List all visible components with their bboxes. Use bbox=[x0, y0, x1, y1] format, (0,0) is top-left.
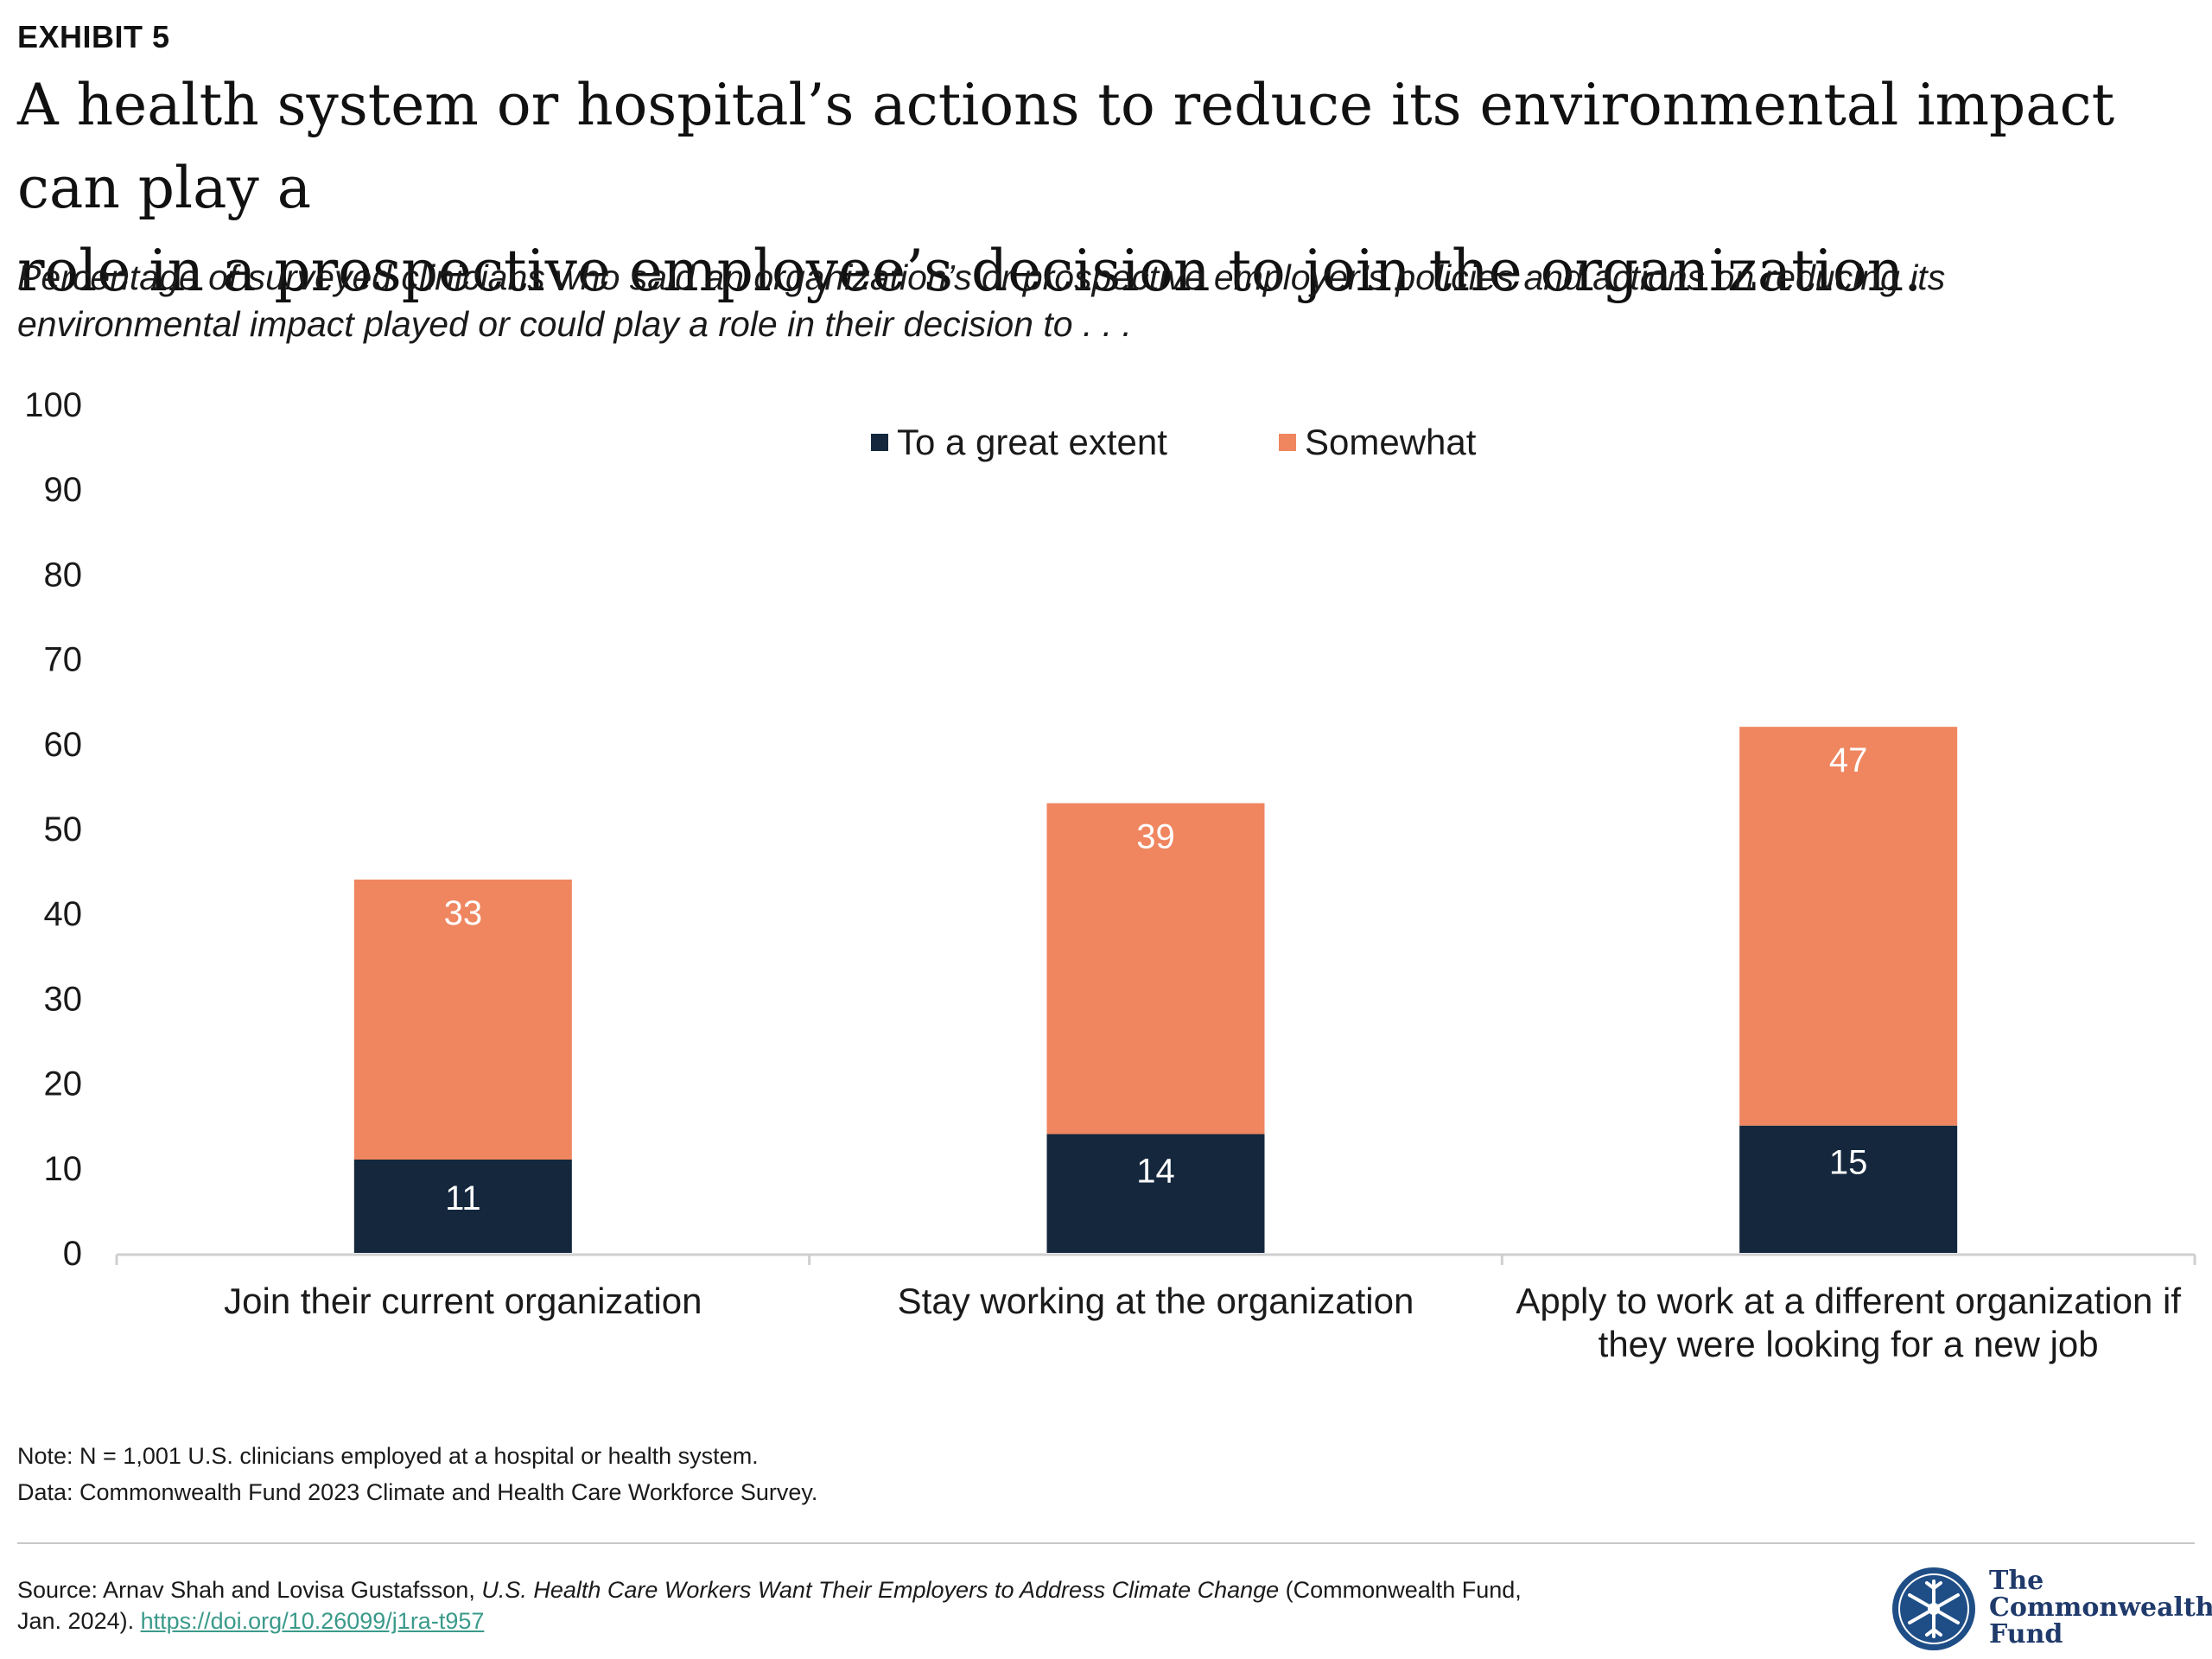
source-prefix: Source: Arnav Shah and Lovisa Gustafsson… bbox=[17, 1577, 482, 1603]
y-tick-label: 40 bbox=[44, 895, 83, 933]
bar-somewhat bbox=[1739, 727, 1958, 1126]
snowflake-seal-icon bbox=[1892, 1567, 1975, 1650]
x-category-label: Apply to work at a different organizatio… bbox=[1516, 1281, 2181, 1321]
y-tick-label: 100 bbox=[24, 386, 82, 424]
chart-data-source: Data: Commonwealth Fund 2023 Climate and… bbox=[17, 1479, 818, 1505]
bar-value-label: 33 bbox=[444, 894, 483, 932]
y-tick-label: 90 bbox=[44, 471, 83, 509]
source-citation: Source: Arnav Shah and Lovisa Gustafsson… bbox=[17, 1574, 1659, 1637]
bar-value-label: 47 bbox=[1829, 741, 1868, 779]
y-tick-label: 70 bbox=[44, 641, 83, 679]
bar-to-a-great-extent bbox=[1046, 1134, 1265, 1253]
y-tick-label: 30 bbox=[44, 980, 83, 1018]
footer-divider bbox=[17, 1542, 2195, 1544]
y-tick-label: 60 bbox=[44, 726, 83, 764]
chart-title: A health system or hospital’s actions to… bbox=[17, 64, 2177, 313]
bar-to-a-great-extent bbox=[353, 1159, 572, 1253]
chart-subtitle: Percentage of surveyed clinicians who sa… bbox=[17, 254, 2143, 347]
y-tick-label: 50 bbox=[44, 810, 83, 849]
stacked-bar-chart: 0 10 20 30 40 50 60 70 80 90 100 11 33 Join their cur… bbox=[24, 386, 2196, 1364]
chart-title-line-2: role in a prospective employee’s decisio… bbox=[17, 238, 1923, 304]
source-report-title: U.S. Health Care Workers Want Their Empl… bbox=[481, 1577, 1280, 1603]
bar-value-label: 14 bbox=[1136, 1153, 1175, 1191]
y-tick-label: 10 bbox=[44, 1150, 83, 1188]
bar-somewhat bbox=[353, 879, 572, 1160]
bar-somewhat bbox=[1046, 803, 1265, 1135]
legend-somewhat-swatch bbox=[1279, 434, 1296, 451]
logo-wordmark: The Commonwealth Fund bbox=[1989, 1567, 2212, 1648]
y-tick-label: 80 bbox=[44, 556, 83, 594]
commonwealth-fund-logo: The Commonwealth Fund bbox=[1891, 1566, 2212, 1652]
x-category-label: they were looking for a new job bbox=[1599, 1324, 2099, 1364]
y-tick-label: 0 bbox=[63, 1235, 82, 1273]
x-category-label: Stay working at the organization bbox=[898, 1281, 1414, 1321]
exhibit-label: EXHIBIT 5 bbox=[17, 19, 170, 54]
bar-value-label: 15 bbox=[1829, 1144, 1868, 1182]
source-suffix: (Commonwealth Fund, bbox=[1279, 1577, 1522, 1603]
legend-to-a-great-extent-swatch bbox=[871, 434, 888, 451]
chart-subtitle-line-1: Percentage of surveyed clinicians who sa… bbox=[17, 257, 1946, 297]
bar-value-label: 11 bbox=[445, 1179, 481, 1217]
source-doi-link[interactable]: https://doi.org/10.26099/j1ra-t957 bbox=[140, 1608, 485, 1634]
logo-line-3: Fund bbox=[1989, 1619, 2063, 1649]
x-category-label: Join their current organization bbox=[224, 1281, 702, 1321]
chart-note: Note: N = 1,001 U.S. clinicians employed… bbox=[17, 1443, 759, 1469]
bar-value-label: 39 bbox=[1136, 818, 1175, 856]
logo-line-1: The bbox=[1989, 1566, 2044, 1596]
y-tick-label: 20 bbox=[44, 1065, 83, 1103]
legend-to-a-great-extent-label: To a great extent bbox=[897, 422, 1167, 462]
legend-somewhat-label: Somewhat bbox=[1305, 422, 1477, 462]
chart-subtitle-line-2: environmental impact played or could pla… bbox=[17, 304, 1132, 344]
bar-to-a-great-extent bbox=[1739, 1125, 1958, 1253]
source-date: Jan. 2024). bbox=[17, 1608, 141, 1634]
chart-title-line-1: A health system or hospital’s actions to… bbox=[17, 72, 2115, 221]
logo-line-2: Commonwealth bbox=[1989, 1592, 2212, 1623]
